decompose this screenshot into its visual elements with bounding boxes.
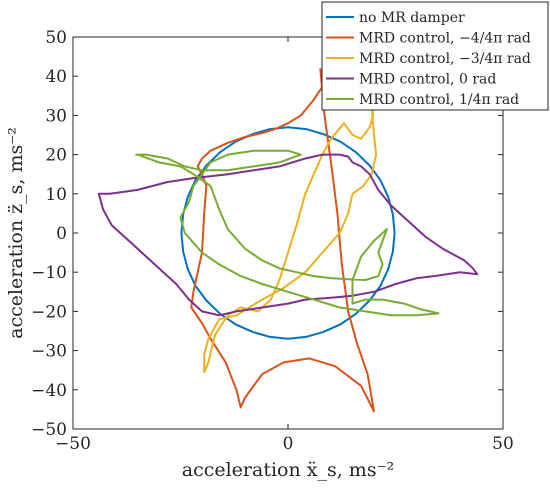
y-ticks: −50 −40 −30 −20 −10 0 10 20 30 40 50 (31, 28, 503, 440)
legend-label-5: MRD control, 1/4π rad (359, 92, 519, 108)
y-tick-label: −30 (31, 342, 67, 362)
x-tick-label: 0 (283, 434, 294, 454)
y-tick-label: 30 (45, 106, 67, 126)
curves (97, 68, 479, 413)
x-tick-label: 50 (492, 434, 514, 454)
x-tick-label: −50 (55, 434, 91, 454)
y-tick-label: −40 (31, 381, 67, 401)
series-line-1 (180, 126, 396, 340)
x-ticks: −50 0 50 (55, 37, 514, 454)
series-line-4 (97, 153, 479, 317)
y-tick-label: 10 (45, 185, 67, 205)
legend-label-3: MRD control, −3/4π rad (359, 51, 531, 67)
x-axis-label: acceleration ẍ_s, ms⁻² (182, 459, 394, 481)
legend-label-2: MRD control, −4/4π rad (359, 31, 531, 47)
y-tick-label: −50 (31, 420, 67, 440)
y-tick-label: 40 (45, 67, 67, 87)
series-line-5 (135, 149, 440, 317)
y-axis-label: acceleration z̈_s, ms⁻² (5, 127, 27, 339)
y-tick-label: −10 (31, 263, 67, 283)
y-tick-label: 0 (56, 224, 67, 244)
y-tick-label: −20 (31, 302, 67, 322)
legend-label-4: MRD control, 0 rad (359, 72, 496, 88)
series-line-2 (190, 68, 375, 413)
legend: no MR damper MRD control, −4/4π rad MRD co… (321, 1, 549, 111)
legend-box (321, 1, 549, 111)
series-line-3 (203, 99, 378, 374)
y-tick-label: 50 (45, 28, 67, 48)
legend-label-1: no MR damper (359, 10, 465, 26)
y-tick-label: 20 (45, 146, 67, 166)
